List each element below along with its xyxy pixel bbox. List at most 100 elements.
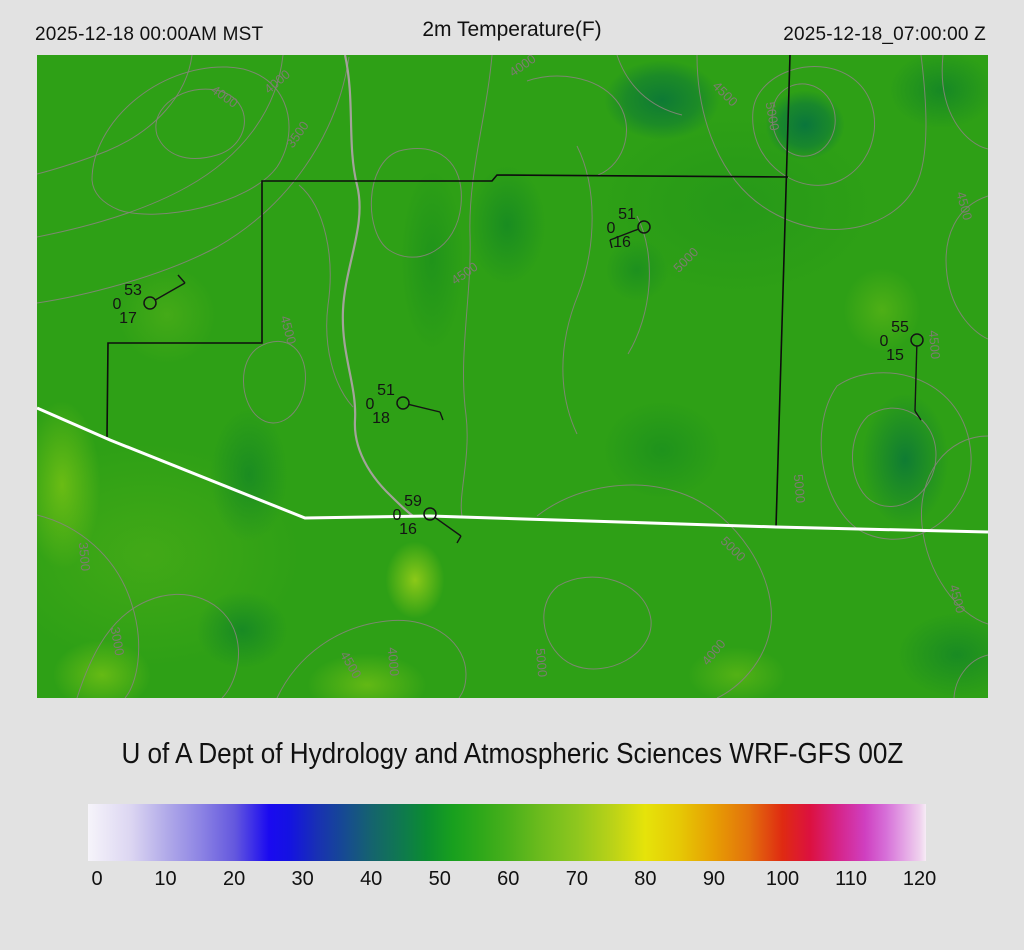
colorbar-tick-label: 120 [902,868,937,890]
colorbar-tick-labels: 0 10 20 30 40 50 60 70 80 90 100 110 120 [88,868,936,894]
station-temperature: 55 [891,319,909,336]
elevation-contour [696,55,927,230]
contour-label: 4000 [506,55,538,80]
elevation-contour [543,576,652,670]
local-timestamp: 2025-12-18 00:00AM MST [35,24,264,45]
station-dewpoint: 15 [886,347,904,364]
contour-label: 4000 [208,82,240,111]
colorbar-tick-label: 10 [154,868,177,890]
colorbar-tick-label: 50 [428,868,451,890]
contour-labels-layer: 4000 4000 3500 4000 4500 4500 5000 4500 5000 4500… [76,55,976,681]
station-circle [423,507,437,521]
map-canvas: 4000 4000 3500 4000 4500 4500 5000 4500 5000 4500… [37,55,988,698]
contour-label: 4500 [953,190,975,222]
elevation-contour [852,407,937,507]
contour-label: 4500 [277,314,299,346]
contour-label: 3000 [108,626,128,657]
contour-label: 4500 [946,583,968,615]
station-sky-cover: 0 [880,333,889,350]
elevation-contour [276,619,467,698]
map-overlay: 4000 4000 3500 4000 4500 4500 5000 4500 5000 4500… [37,55,988,698]
highway-line [37,406,988,534]
contour-label: 4500 [448,259,480,288]
contour-label: 4000 [385,647,402,677]
contour-label: 5000 [763,101,783,132]
elevation-contour [771,83,836,157]
colorbar-gradient-band [88,804,926,861]
elevation-contour [562,145,593,435]
temperature-colorbar [88,804,926,861]
wind-barb-flag [177,274,186,284]
county-boundary-line [106,174,789,438]
contour-label: 3500 [76,542,93,572]
elevation-contour [37,56,350,304]
station-sky-cover: 0 [113,296,122,313]
wind-barb [154,282,186,301]
station-sky-cover: 0 [607,220,616,237]
elevation-contour [155,88,245,159]
colorbar-tick-label: 110 [835,868,867,890]
colorbar-tick-label: 70 [565,868,588,890]
elevation-contour [37,55,284,238]
wind-barb-flag [914,410,922,421]
elevation-contour [526,75,627,176]
wind-barb [914,345,918,412]
colorbar-tick-label: 20 [222,868,246,890]
station-circle [637,220,651,234]
elevation-contour [37,514,140,698]
elevation-contour [370,147,462,258]
contour-label: 5000 [670,244,701,275]
colorbar-tick-label: 80 [634,868,657,890]
station-temperature: 51 [377,382,395,399]
wind-barb [434,516,462,537]
elevation-contour [37,55,193,175]
station-circle [910,333,924,347]
wind-barb-flag [609,239,613,249]
colorbar-tick-label: 30 [291,868,314,890]
wind-barb [408,403,441,413]
river-line [341,55,414,517]
elevation-contour [298,184,354,408]
contour-label: 4000 [261,67,293,97]
station-temperature: 53 [124,282,142,299]
station-circle [396,396,410,410]
station-temperature: 51 [618,206,636,223]
colorbar-tick-label: 40 [360,868,383,890]
station-dewpoint: 17 [119,310,137,327]
colorbar-tick-label: 100 [765,868,800,890]
elevation-contour [76,593,239,698]
contour-label: 4500 [337,648,364,681]
station-sky-cover: 0 [366,396,375,413]
county-boundary-line [775,55,791,528]
station-circle [143,296,157,310]
attribution-caption-text: U of A Dept of Hydrology and Atmospheric… [121,738,903,770]
contour-label: 4500 [926,330,943,360]
wind-barb-flag [439,411,444,421]
contour-label: 5000 [791,474,808,504]
elevation-contour [920,435,988,625]
elevation-contour [536,484,772,698]
elevation-contour [91,66,290,215]
elevation-contours-layer [37,55,988,698]
station-dewpoint: 16 [399,521,417,538]
station-sky-cover: 0 [393,507,402,524]
page-title: 2m Temperature(F) [422,18,602,41]
elevation-contour [752,66,876,186]
wind-barb [609,228,639,241]
temperature-shading [37,55,988,698]
colorbar-tick-label: 90 [702,868,726,890]
contour-label: 4500 [710,78,741,109]
elevation-contour [820,372,972,540]
elevation-contour [460,55,493,517]
attribution-caption: U of A Dept of Hydrology and Atmospheric… [0,738,1024,771]
colorbar-tick-label: 60 [497,868,520,890]
colorbar-tick-label: 0 [91,868,103,890]
elevation-contour [953,654,988,698]
contour-label: 4000 [699,636,729,668]
